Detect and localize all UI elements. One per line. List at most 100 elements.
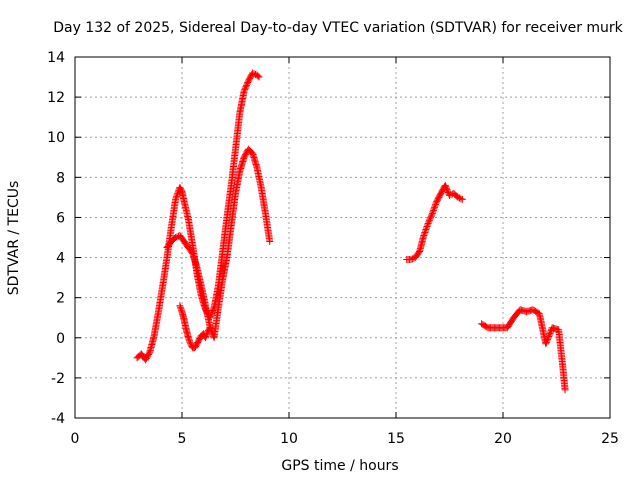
data-point: [242, 83, 250, 91]
data-point: [424, 219, 432, 227]
data-series-2: [163, 145, 274, 342]
data-point: [420, 230, 428, 238]
data-point: [425, 217, 433, 225]
data-point: [172, 234, 180, 241]
data-point: [458, 195, 466, 203]
y-tick-label: 0: [56, 331, 65, 347]
data-point: [241, 86, 249, 94]
data-point: [172, 195, 180, 203]
data-point: [421, 227, 429, 235]
y-axis-label: SDTVAR / TECUs: [6, 181, 22, 296]
data-point: [441, 181, 449, 189]
data-point: [544, 335, 552, 343]
data-point: [426, 215, 434, 223]
data-point: [423, 222, 431, 230]
x-tick-label: 20: [494, 431, 512, 447]
data-point: [543, 337, 551, 345]
data-point: [442, 184, 450, 192]
data-point: [185, 337, 193, 345]
data-point: [428, 211, 436, 219]
data-point: [444, 187, 452, 195]
y-tick-label: 4: [56, 251, 65, 267]
data-point: [173, 191, 181, 199]
chart-title: Day 132 of 2025, Sidereal Day-to-day VTE…: [53, 20, 623, 36]
data-point: [173, 192, 181, 200]
x-tick-label: 5: [178, 431, 187, 447]
data-point: [186, 338, 194, 346]
data-point: [427, 214, 435, 222]
data-point: [407, 256, 415, 264]
y-tick-label: -2: [51, 371, 65, 387]
y-tick-label: 6: [56, 210, 65, 226]
plot-frame: [74, 56, 611, 419]
data-point: [176, 302, 184, 310]
y-tick-label: 12: [47, 90, 65, 106]
data-point: [542, 340, 550, 348]
data-point: [266, 238, 274, 246]
data-series-3: [176, 302, 214, 352]
x-tick-label: 15: [387, 431, 405, 447]
data-point: [428, 209, 436, 217]
data-point: [542, 338, 550, 346]
data-point: [455, 194, 463, 202]
data-point: [172, 194, 180, 202]
data-point: [454, 193, 462, 201]
data-point: [424, 221, 432, 229]
data-point: [177, 306, 185, 314]
data-point: [546, 330, 554, 338]
data-point: [421, 228, 429, 236]
data-point: [430, 205, 438, 213]
data-point: [255, 73, 263, 81]
data-series-4: [403, 181, 466, 264]
data-point: [427, 212, 435, 220]
data-point: [432, 200, 440, 208]
data-point: [241, 84, 249, 92]
data-point: [546, 328, 554, 336]
data-layer: [133, 69, 569, 394]
grid-layer: [75, 57, 610, 418]
y-tick-label: 2: [56, 291, 65, 307]
data-point: [431, 202, 439, 210]
x-tick-label: 25: [601, 431, 619, 447]
data-point: [250, 70, 258, 78]
data-point: [422, 224, 430, 232]
data-point: [429, 208, 437, 216]
data-point: [432, 199, 440, 207]
data-point: [202, 332, 210, 340]
data-point: [176, 303, 184, 311]
data-point: [408, 255, 416, 263]
data-point: [177, 305, 185, 313]
y-tick-label: 10: [47, 130, 65, 146]
data-point: [431, 203, 439, 211]
data-point: [202, 334, 210, 342]
data-point: [240, 87, 248, 95]
data-point: [457, 195, 465, 203]
data-point: [243, 80, 251, 88]
data-point: [254, 72, 262, 80]
data-point: [205, 325, 213, 333]
data-point: [174, 189, 182, 197]
data-point: [545, 331, 553, 339]
data-point: [203, 329, 211, 337]
x-tick-label: 0: [71, 431, 80, 447]
tick-layer: 0 5 10 15 20 25 -4 -2 0 2 4 6 8 10 12 14: [47, 50, 619, 447]
data-point: [249, 69, 257, 77]
y-tick-label: -4: [51, 411, 65, 427]
data-point: [203, 331, 211, 339]
data-point: [545, 333, 553, 341]
y-tick-label: 14: [47, 50, 65, 66]
data-point: [442, 183, 450, 191]
data-point: [243, 81, 251, 89]
data-point: [561, 386, 569, 394]
data-point: [425, 218, 433, 226]
data-point: [206, 324, 214, 332]
data-point: [184, 334, 192, 342]
data-point: [422, 225, 430, 233]
data-point: [429, 206, 437, 214]
x-axis-label: GPS time / hours: [281, 458, 398, 474]
data-point: [420, 231, 428, 239]
x-tick-label: 10: [280, 431, 298, 447]
data-point: [185, 335, 193, 343]
data-point: [443, 186, 451, 194]
